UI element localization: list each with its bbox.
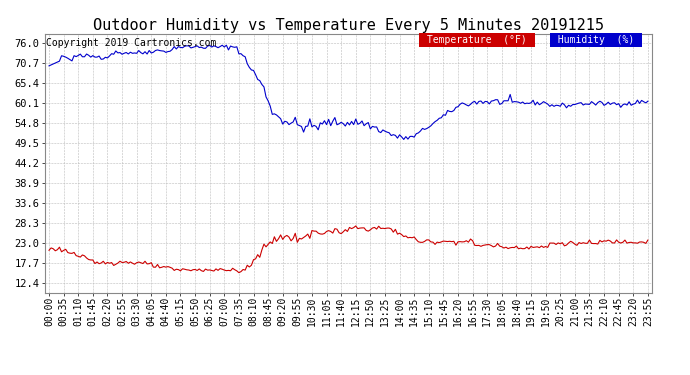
Text: Humidity  (%): Humidity (%) <box>552 35 640 45</box>
Text: Copyright 2019 Cartronics.com: Copyright 2019 Cartronics.com <box>46 38 217 48</box>
Text: Temperature  (°F): Temperature (°F) <box>422 35 533 45</box>
Title: Outdoor Humidity vs Temperature Every 5 Minutes 20191215: Outdoor Humidity vs Temperature Every 5 … <box>93 18 604 33</box>
